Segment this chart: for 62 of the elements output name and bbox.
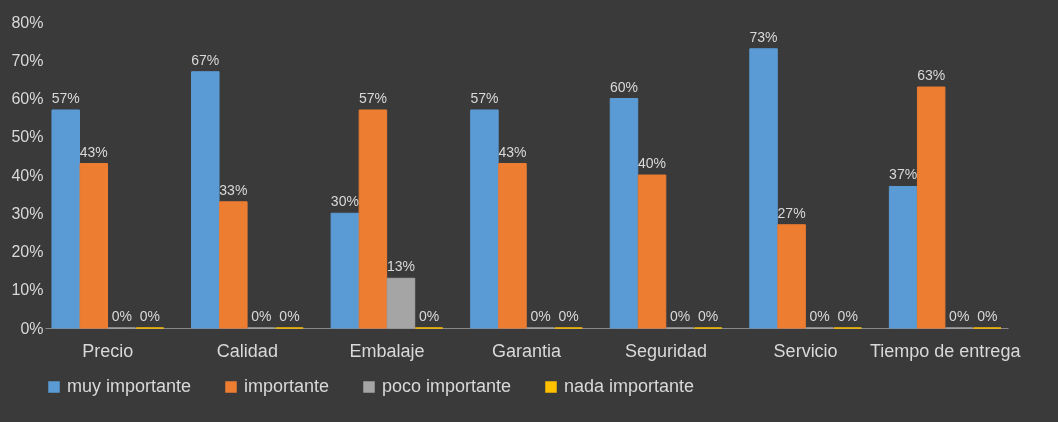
bar [358, 109, 388, 329]
data-label: 73% [749, 28, 778, 45]
legend-label: importante [244, 376, 330, 396]
x-tick-label: Precio [82, 340, 134, 361]
data-label: 13% [386, 258, 415, 275]
data-label: 0% [279, 308, 300, 324]
data-label: 0% [949, 308, 970, 324]
data-label: 0% [809, 308, 830, 324]
data-label: 0% [418, 308, 440, 324]
data-label: 57% [51, 89, 80, 106]
y-tick-label: 20% [11, 243, 44, 260]
data-label: 0% [977, 308, 998, 324]
data-label: 0% [558, 308, 579, 324]
bar [51, 109, 80, 329]
bar [498, 163, 527, 329]
data-label: 0% [669, 308, 691, 324]
data-label: 40% [638, 155, 667, 171]
bar [888, 185, 918, 329]
data-label: 0% [837, 308, 858, 324]
y-tick-label: 50% [11, 128, 44, 146]
x-tick-label: Embalaje [349, 340, 425, 361]
bar [470, 109, 499, 329]
data-label: 0% [530, 308, 551, 324]
legend-label: poco importante [382, 376, 512, 396]
data-label: 63% [917, 67, 946, 84]
bar [609, 98, 639, 329]
bar [219, 201, 248, 329]
bar [916, 86, 946, 329]
legend-label: nada importante [564, 376, 695, 396]
bar [191, 71, 220, 329]
data-label: 0% [698, 308, 719, 324]
data-label: 0% [111, 308, 132, 324]
legend-label: muy importante [67, 376, 192, 396]
bar [330, 212, 360, 329]
y-tick-label: 60% [11, 90, 44, 107]
y-tick-label: 40% [11, 166, 44, 184]
data-label: 67% [191, 51, 220, 68]
y-tick-label: 0% [20, 319, 44, 337]
x-tick-label: Seguridad [625, 340, 708, 361]
x-tick-label: Tiempo de entrega [869, 340, 1022, 361]
x-tick-label: Calidad [216, 340, 278, 361]
y-tick-label: 10% [11, 281, 44, 299]
x-tick-label: Servicio [773, 340, 838, 361]
data-label: 43% [79, 143, 108, 160]
data-label: 57% [470, 89, 499, 106]
x-tick-label: Garantia [491, 340, 562, 361]
bar [386, 277, 416, 329]
data-label: 37% [889, 166, 918, 183]
bar [749, 48, 778, 329]
data-label: 30% [330, 193, 359, 210]
data-label: 0% [139, 308, 160, 324]
data-label: 57% [358, 89, 387, 106]
y-tick-label: 80% [11, 13, 44, 31]
y-tick-label: 70% [11, 51, 44, 69]
bar [777, 224, 806, 329]
data-label: 60% [609, 78, 638, 95]
y-tick-label: 30% [11, 204, 44, 222]
bar [637, 174, 667, 329]
bar [79, 163, 109, 329]
data-label: 33% [219, 181, 248, 198]
data-label: 0% [251, 308, 272, 324]
data-label: 27% [777, 204, 806, 221]
